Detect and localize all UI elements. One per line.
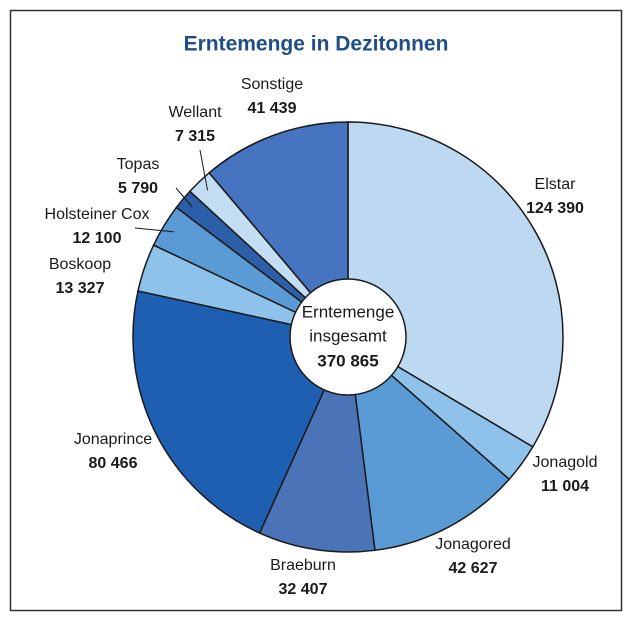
- frame: [9, 9, 623, 612]
- slice-value: 124 390: [526, 200, 584, 217]
- center-label: insgesamt: [309, 326, 387, 345]
- slice-value: 12 100: [73, 230, 122, 247]
- slice-label: Braeburn: [270, 557, 336, 574]
- center-label: Erntemenge: [302, 302, 395, 321]
- pie-slice: [347, 121, 564, 448]
- leader-line: [134, 227, 175, 233]
- slice-label: Jonagold: [533, 454, 598, 471]
- slice-label: Topas: [117, 156, 160, 173]
- leader-line: [175, 187, 193, 208]
- slice-value: 80 466: [89, 455, 138, 472]
- chart-title: Erntemenge in Dezitonnen: [184, 33, 449, 56]
- slice-label: Holsteiner Cox: [45, 206, 150, 223]
- slice-label: Sonstige: [241, 76, 303, 93]
- slice-label: Boskoop: [49, 256, 111, 273]
- slice-value: 32 407: [279, 581, 328, 598]
- pie-slice: [208, 121, 349, 340]
- pie-slice: [347, 335, 511, 552]
- slice-label: Jonagored: [435, 536, 511, 553]
- slice-label: Wellant: [168, 104, 222, 121]
- center-total: 370 865: [317, 351, 378, 370]
- center-hole: [289, 278, 407, 396]
- slice-label: Jonaprince: [74, 431, 152, 448]
- slice-value: 5 790: [118, 180, 158, 197]
- slice-value: 11 004: [541, 478, 589, 495]
- slice-value: 42 627: [449, 560, 498, 577]
- slice-value: 13 327: [56, 280, 105, 297]
- slice-value: 41 439: [248, 100, 297, 117]
- slice-value: 7 315: [175, 128, 215, 145]
- slice-label: Elstar: [535, 176, 577, 193]
- leader-line: [199, 149, 209, 191]
